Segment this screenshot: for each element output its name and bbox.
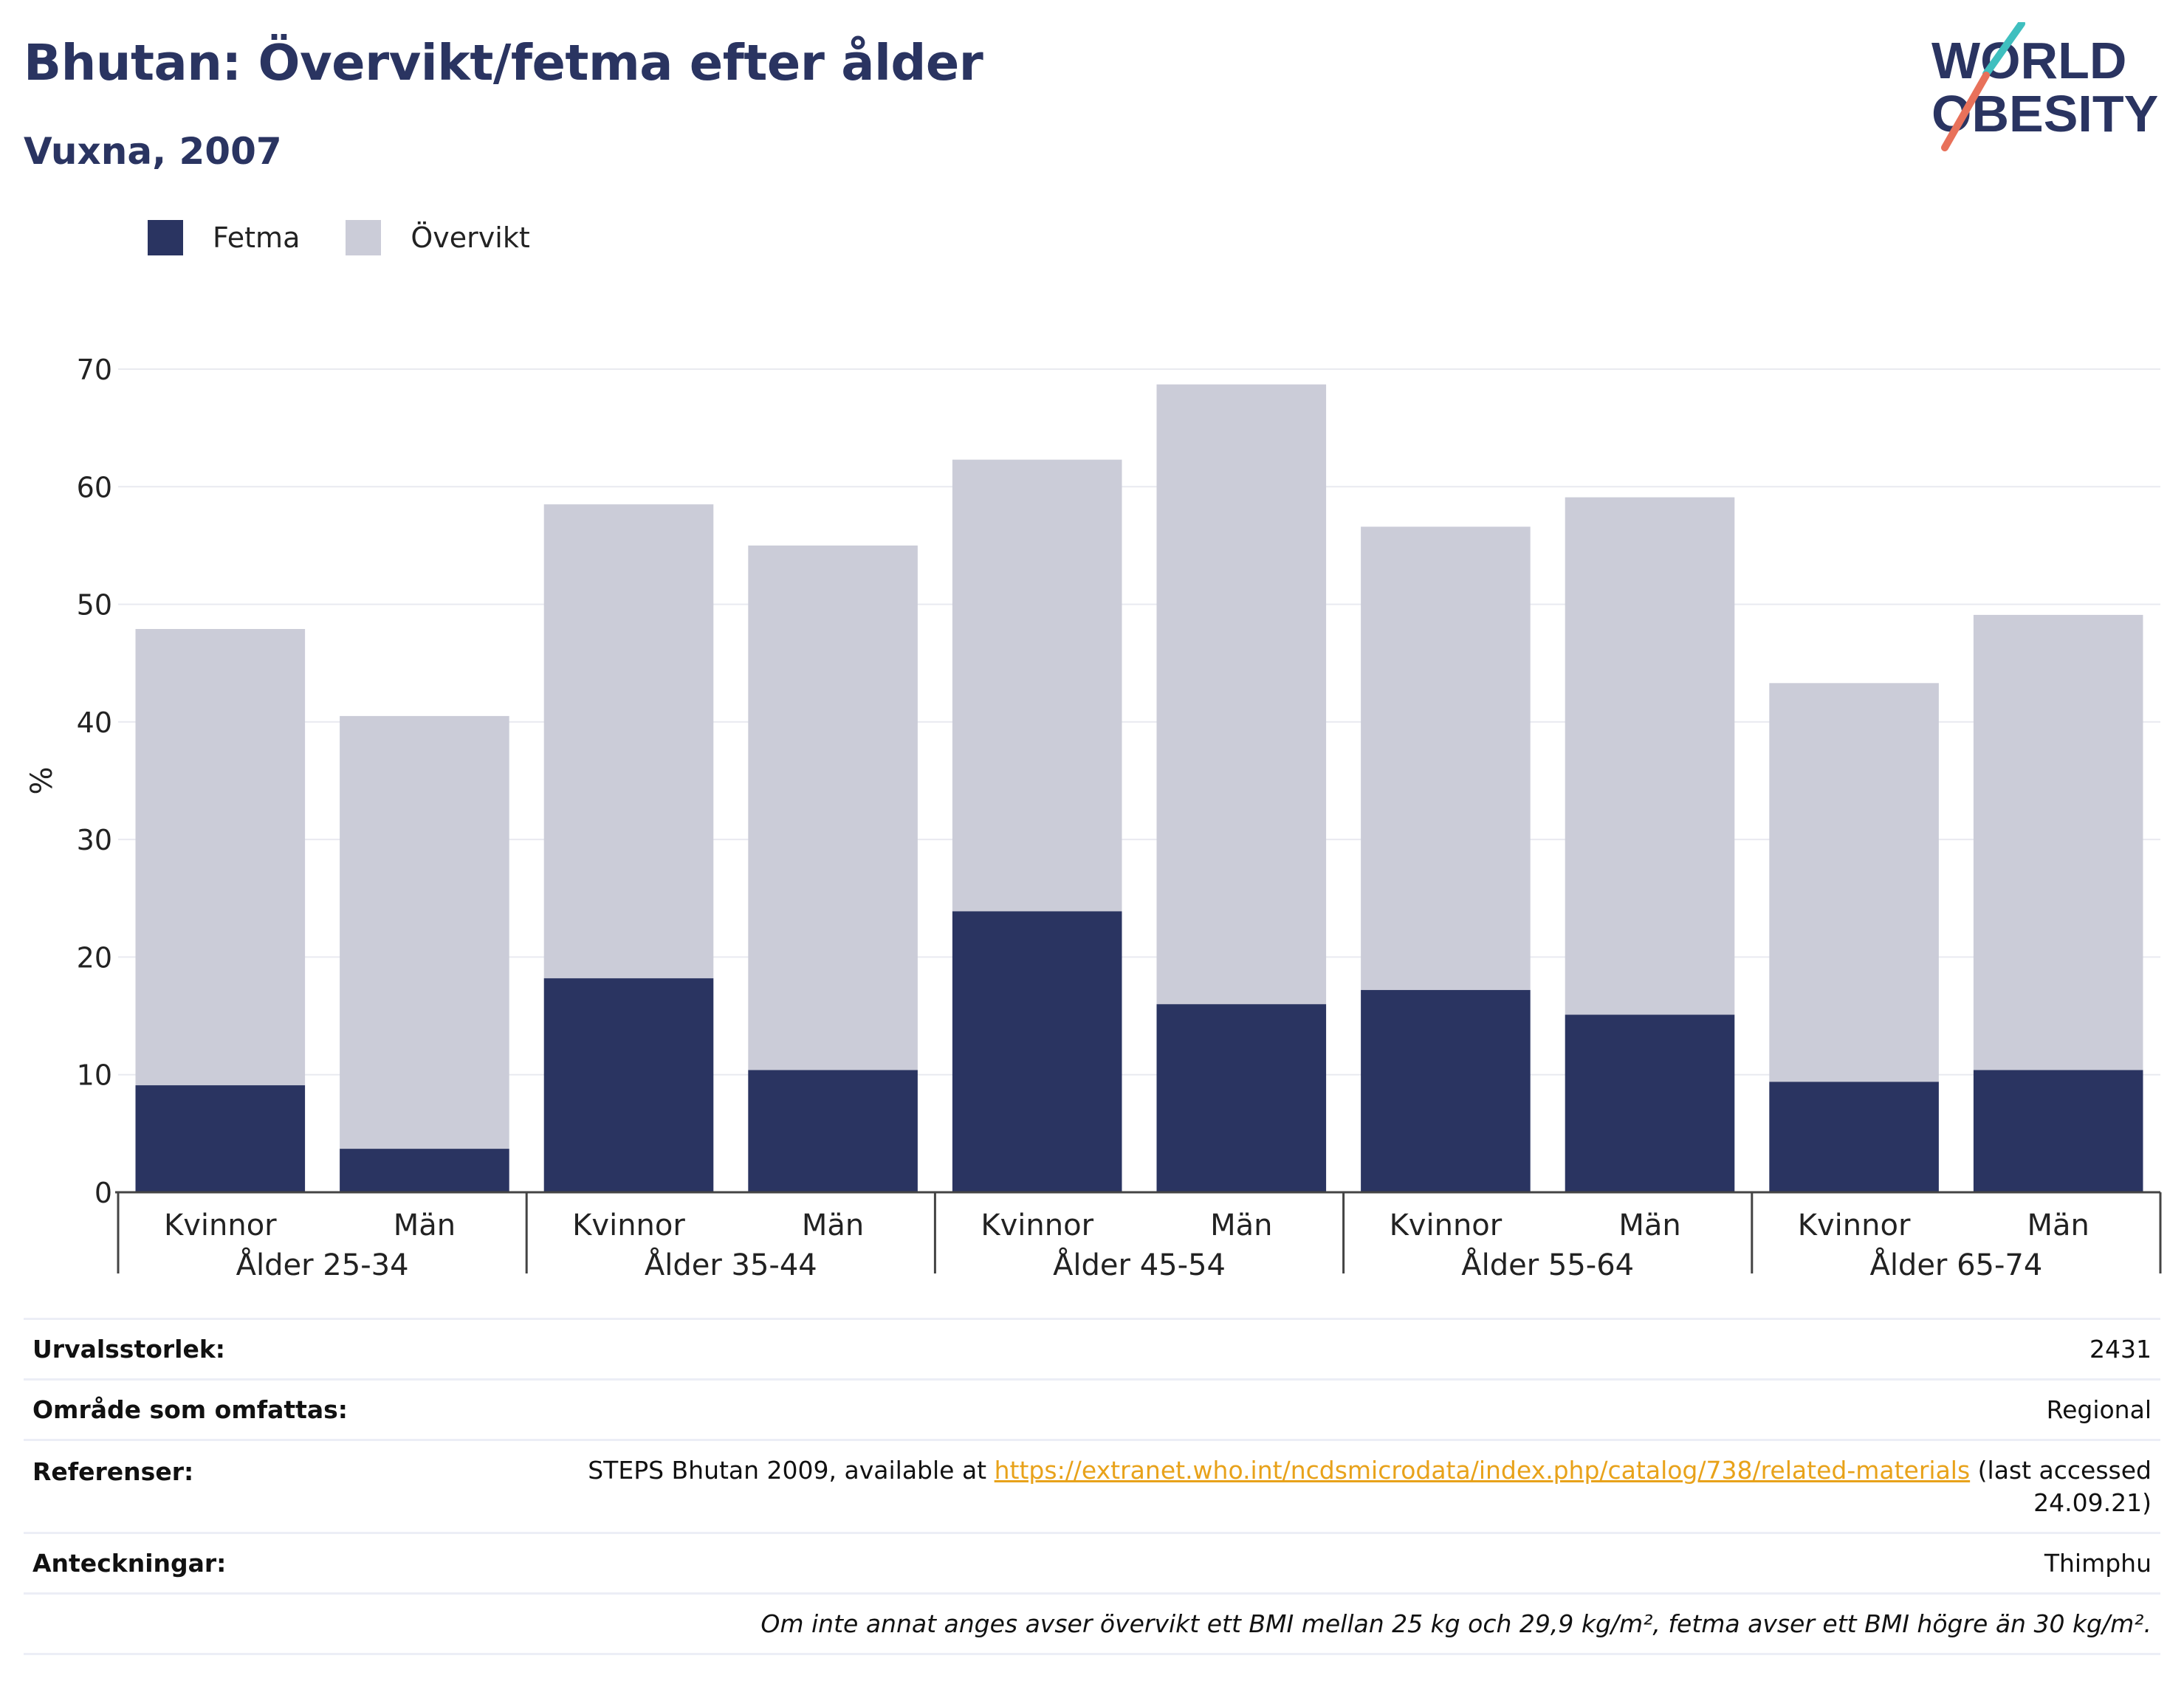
x-group-label: Ålder 45-54 (1053, 1247, 1226, 1282)
notes-label: Anteckningar: (24, 1533, 396, 1595)
y-tick-label: 30 (77, 824, 112, 856)
bar-overvikt (748, 545, 918, 1070)
bar-overvikt (1973, 614, 2143, 1070)
info-row-sample: Urvalsstorlek: 2431 (24, 1318, 2160, 1381)
legend-label-overvikt: Övervikt (411, 221, 530, 254)
y-tick-label: 10 (77, 1059, 112, 1092)
references-label: Referenser: (24, 1440, 396, 1534)
logo-line-1: WORLD (1931, 32, 2126, 89)
references-link[interactable]: https://extranet.who.int/ncdsmicrodata/i… (994, 1455, 1971, 1485)
x-group-label: Ålder 35-44 (645, 1247, 817, 1282)
references-value: STEPS Bhutan 2009, available at https://… (395, 1440, 2160, 1534)
y-tick-label: 50 (77, 589, 112, 622)
bar-overvikt (1565, 497, 1735, 1015)
legend-swatch-fetma (148, 220, 183, 255)
info-table: Urvalsstorlek: 2431 Område som omfattas:… (24, 1318, 2160, 1655)
info-row-notes: Anteckningar: Thimphu (24, 1533, 2160, 1595)
references-date: 24.09.21) (2033, 1488, 2152, 1517)
world-obesity-logo: WORLD OBESITY (1931, 22, 2158, 151)
bar-overvikt (543, 504, 714, 979)
info-row-references: Referenser: STEPS Bhutan 2009, available… (24, 1440, 2160, 1534)
bar-overvikt (135, 629, 306, 1086)
bar-overvikt (1769, 683, 1939, 1082)
legend-label-fetma: Fetma (213, 221, 301, 254)
x-group-label: Ålder 65-74 (1869, 1247, 2042, 1282)
legend-swatch-overvikt (346, 220, 382, 255)
x-subcategory-label: Män (394, 1208, 456, 1242)
notes-value: Thimphu (395, 1533, 2160, 1595)
area-value: Regional (395, 1379, 2160, 1441)
logo-coral-slash (1941, 72, 1990, 151)
x-group-label: Ålder 25-34 (236, 1247, 409, 1282)
logo-line-2: OBESITY (1931, 85, 2158, 142)
y-tick-label: 70 (77, 354, 112, 386)
bar-fetma (340, 1149, 509, 1192)
x-group-label: Ålder 55-64 (1461, 1247, 1634, 1282)
bar-fetma (1769, 1082, 1939, 1192)
bar-fetma (135, 1085, 306, 1192)
bar-overvikt (340, 715, 509, 1149)
info-row-area: Område som omfattas: Regional (24, 1379, 2160, 1441)
sample-size-label: Urvalsstorlek: (24, 1318, 396, 1381)
x-subcategory-label: Kvinnor (1798, 1208, 1911, 1242)
x-subcategory-label: Kvinnor (164, 1208, 277, 1242)
y-axis-label: % (25, 766, 59, 794)
chart-title: Bhutan: Övervikt/fetma efter ålder (24, 34, 983, 92)
area-label: Område som omfattas: (24, 1379, 396, 1441)
bar-fetma (1973, 1070, 2143, 1192)
bar-fetma (952, 911, 1122, 1192)
sample-size-value: 2431 (395, 1318, 2160, 1381)
x-subcategory-label: Män (1618, 1208, 1680, 1242)
chart-subtitle: Vuxna, 2007 (24, 130, 282, 173)
x-subcategory-label: Män (1210, 1208, 1272, 1242)
legend-item-fetma[interactable]: Fetma (148, 220, 300, 255)
y-tick-label: 60 (77, 471, 112, 503)
references-suffix: (last accessed (1977, 1455, 2152, 1485)
chart-legend: Fetma Övervikt (148, 219, 576, 257)
x-subcategory-label: Män (802, 1208, 864, 1242)
bar-overvikt (1156, 384, 1327, 1005)
y-tick-label: 20 (77, 941, 112, 974)
x-subcategory-label: Kvinnor (572, 1208, 685, 1242)
stacked-bar-chart: 0 10 20 30 40 50 60 70% Kvinnor Män Ålder 25-34 Kvi… (25, 354, 2162, 1282)
bar-fetma (1361, 990, 1531, 1192)
x-subcategory-label: Kvinnor (1390, 1208, 1503, 1242)
x-subcategory-label: Kvinnor (981, 1208, 1093, 1242)
y-tick-label: 40 (77, 706, 112, 739)
bar-overvikt (1361, 526, 1531, 991)
legend-item-overvikt[interactable]: Övervikt (346, 220, 530, 255)
x-subcategory-label: Män (2027, 1208, 2089, 1242)
references-prefix: STEPS Bhutan 2009, available at (588, 1455, 987, 1485)
logo-teal-slash (1982, 22, 2025, 78)
bar-fetma (748, 1070, 918, 1192)
y-tick-label: 0 (95, 1177, 112, 1209)
bar-fetma (1565, 1014, 1735, 1192)
bar-fetma (543, 978, 714, 1192)
bar-fetma (1156, 1004, 1327, 1192)
bar-overvikt (952, 459, 1122, 912)
footnote: Om inte annat anges avser övervikt ett B… (24, 1593, 2160, 1655)
info-row-footnote: Om inte annat anges avser övervikt ett B… (24, 1593, 2160, 1655)
